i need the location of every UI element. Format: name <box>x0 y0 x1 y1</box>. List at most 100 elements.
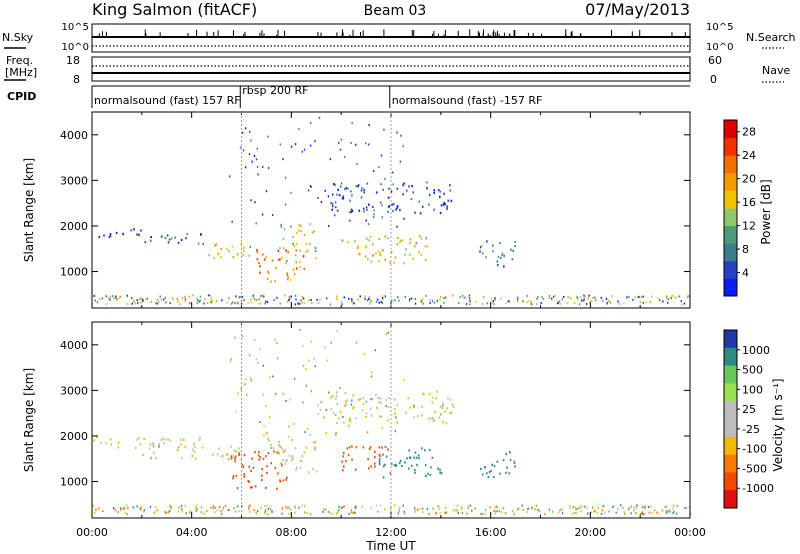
power-cell <box>314 250 317 253</box>
power-ground-scatter <box>266 301 269 304</box>
power-cell <box>109 234 112 238</box>
velocity-ground-scatter <box>98 507 100 510</box>
velocity-cell <box>218 447 220 450</box>
power-ground-scatter <box>199 295 202 298</box>
power-sparse-cell <box>307 189 310 192</box>
x-tick-label: 20:00 <box>574 526 606 539</box>
velocity-ground-scatter <box>538 509 540 512</box>
velocity-cell <box>261 478 263 482</box>
velocity-cell <box>394 408 396 411</box>
power-sparse-cell <box>396 131 398 134</box>
power-ground-scatter <box>301 295 304 298</box>
velocity-ground-scatter <box>493 509 495 512</box>
power-sparse-cell <box>244 127 247 130</box>
velocity-sparse-cell <box>255 358 258 361</box>
velocity-cell <box>312 441 315 444</box>
velocity-cell <box>330 396 332 399</box>
velocity-sparse-cell <box>335 433 337 436</box>
power-ground-scatter <box>492 302 494 305</box>
power-ground-scatter <box>316 298 318 301</box>
velocity-cell <box>232 475 235 478</box>
power-sparse-cell <box>309 144 312 147</box>
velocity-cell <box>429 473 432 477</box>
power-cell <box>437 189 440 192</box>
power-colorbar-tick-label: 28 <box>742 126 756 139</box>
power-ground-scatter <box>160 298 163 301</box>
velocity-ground-scatter <box>269 505 271 508</box>
power-ground-scatter <box>528 300 530 303</box>
velocity-ground-scatter <box>669 510 671 513</box>
velocity-ground-scatter <box>635 512 637 515</box>
velocity-cell <box>421 414 423 417</box>
power-cell <box>243 249 245 253</box>
velocity-ground-scatter <box>573 512 576 515</box>
velocity-cell <box>279 479 281 482</box>
power-cell <box>130 229 132 232</box>
power-ground-scatter <box>359 295 361 298</box>
velocity-cell <box>417 454 420 457</box>
y-tick-label: 2000 <box>60 220 88 233</box>
velocity-ground-scatter <box>630 505 633 508</box>
power-ground-scatter <box>290 295 292 298</box>
power-ground-scatter <box>508 300 510 303</box>
power-sparse-cell <box>267 166 270 169</box>
power-ground-scatter <box>651 295 653 298</box>
power-sparse-cell <box>327 195 330 198</box>
power-ground-scatter <box>159 295 161 298</box>
power-cell <box>384 235 387 238</box>
velocity-cell <box>342 465 345 468</box>
velocity-ground-scatter <box>421 507 423 510</box>
velocity-ground-scatter <box>521 504 523 507</box>
velocity-ground-scatter <box>580 505 582 508</box>
velocity-ground-scatter <box>560 508 563 511</box>
power-ground-scatter <box>550 297 553 300</box>
power-cell <box>213 257 216 260</box>
power-cell <box>387 196 390 199</box>
power-ground-scatter <box>562 295 565 298</box>
power-cell <box>418 235 421 238</box>
power-ground-scatter <box>458 301 460 304</box>
velocity-cell <box>384 445 387 448</box>
power-ground-scatter <box>381 297 384 300</box>
power-ground-scatter <box>288 298 291 301</box>
power-ground-scatter <box>210 297 212 300</box>
velocity-ground-scatter <box>666 505 668 508</box>
velocity-ground-scatter <box>263 512 266 515</box>
velocity-sparse-cell <box>310 340 313 343</box>
velocity-ground-scatter <box>676 504 679 507</box>
power-sparse-cell <box>250 139 252 142</box>
power-cell <box>479 246 482 249</box>
velocity-cell <box>180 438 182 441</box>
velocity-cell <box>138 437 140 440</box>
velocity-cell <box>431 396 434 399</box>
velocity-cell <box>404 461 406 464</box>
power-sparse-cell <box>267 135 269 138</box>
power-cell <box>387 237 389 240</box>
velocity-ground-scatter <box>455 508 457 511</box>
velocity-cell <box>388 396 390 399</box>
velocity-ground-scatter <box>169 509 171 512</box>
velocity-cell <box>398 461 401 465</box>
velocity-cell <box>105 442 107 445</box>
power-sparse-cell <box>399 160 402 163</box>
velocity-cell <box>348 446 351 449</box>
power-ground-scatter <box>486 302 488 305</box>
velocity-ground-scatter <box>438 505 440 508</box>
power-cell <box>377 259 380 263</box>
velocity-sparse-cell <box>293 377 296 380</box>
velocity-cell <box>410 464 413 468</box>
power-cell <box>443 201 445 205</box>
power-ground-scatter <box>308 299 310 302</box>
velocity-sparse-cell <box>350 403 353 406</box>
power-cell <box>362 207 365 210</box>
velocity-ground-scatter <box>623 511 626 514</box>
velocity-cell <box>282 450 285 454</box>
power-ground-scatter <box>142 300 144 303</box>
velocity-ground-scatter <box>288 506 290 509</box>
power-cell <box>277 258 280 261</box>
power-ground-scatter <box>238 296 240 299</box>
power-colorbar-swatch <box>724 137 737 156</box>
velocity-ground-scatter <box>528 507 530 510</box>
power-cell <box>103 234 105 237</box>
velocity-cell <box>221 454 224 458</box>
